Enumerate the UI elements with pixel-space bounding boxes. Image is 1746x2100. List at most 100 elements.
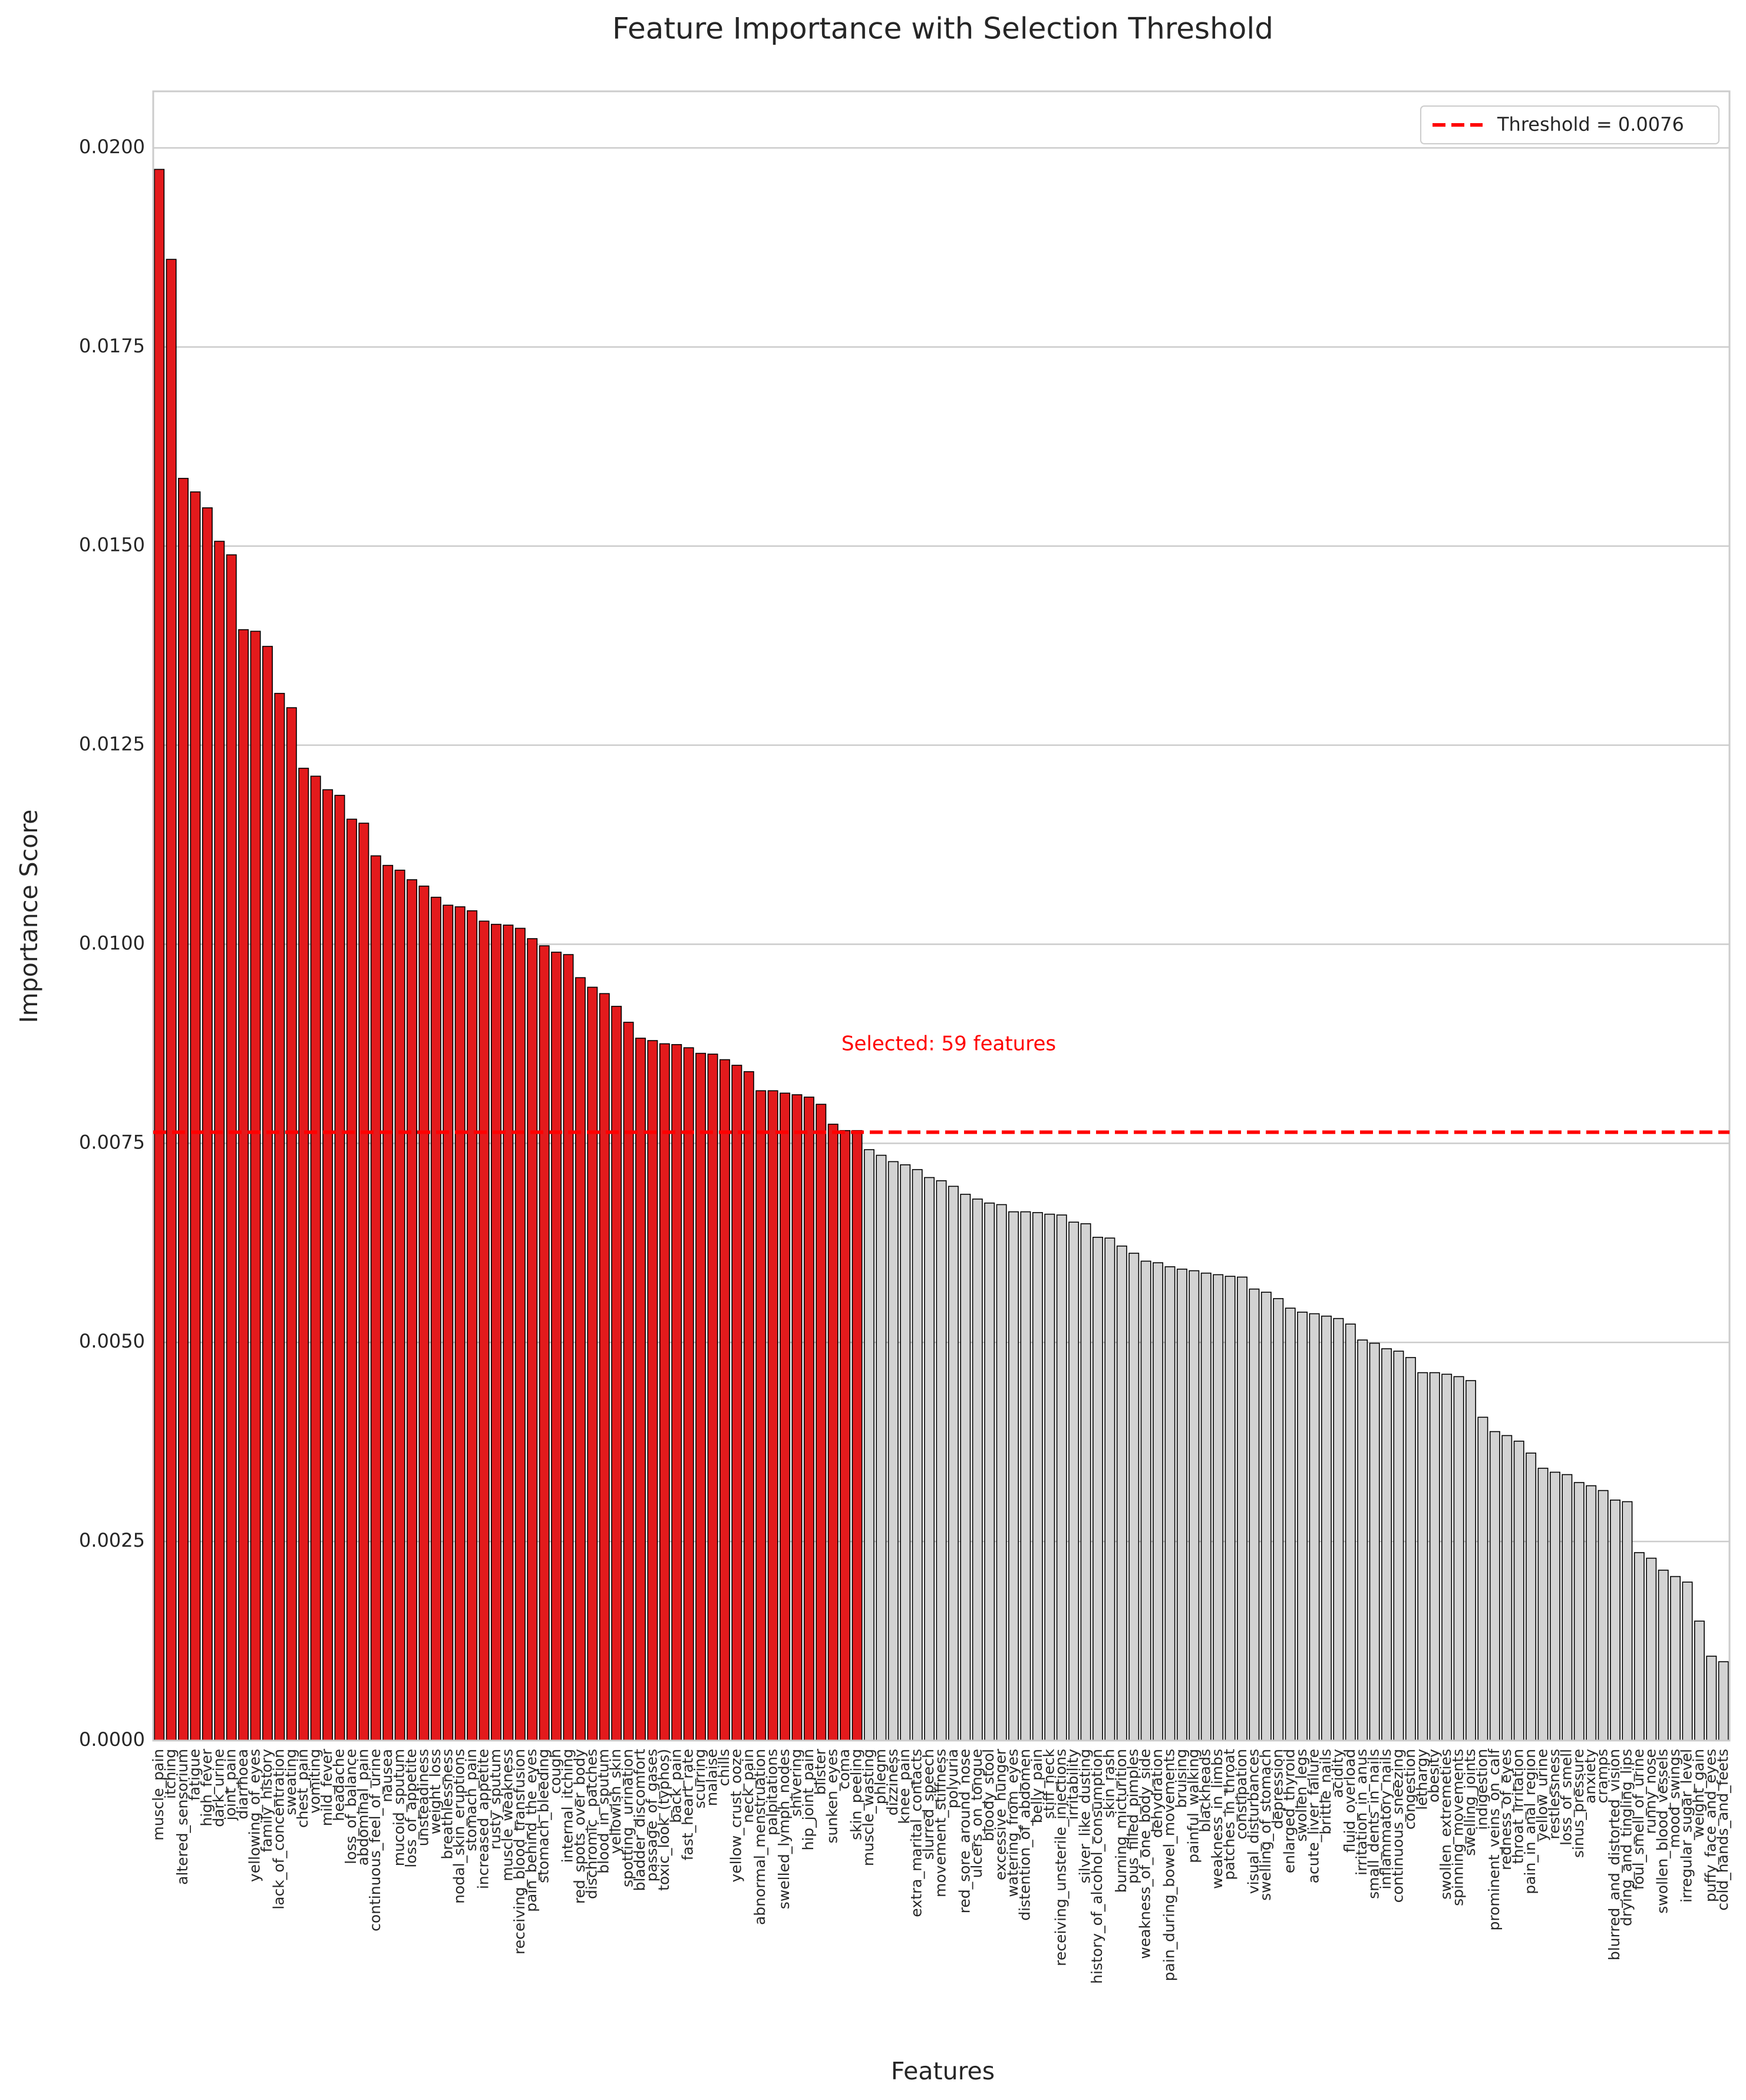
bar xyxy=(972,1198,983,1741)
x-tick-label: silver_like_dusting xyxy=(1077,1749,1094,1883)
x-tick-label: muscle_pain xyxy=(150,1749,167,1841)
x-tick-label: spotting_ urination xyxy=(619,1749,636,1887)
x-tick-label: cough xyxy=(547,1749,564,1794)
bar xyxy=(960,1194,971,1741)
bar xyxy=(443,904,454,1741)
x-tick-label: depression xyxy=(1269,1749,1286,1829)
bar xyxy=(407,879,417,1741)
bar xyxy=(1381,1348,1392,1741)
x-tick-label: red_sore_around_nose xyxy=(956,1749,973,1913)
x-tick-label: foul_smell_of_urine xyxy=(1630,1749,1647,1890)
bar xyxy=(214,540,225,1741)
x-tick-label: irritability xyxy=(1064,1749,1081,1820)
bar xyxy=(695,1052,707,1741)
x-tick-label: red_spots_over_body xyxy=(571,1749,588,1904)
x-tick-label: lack_of_concentration xyxy=(270,1749,287,1910)
bar xyxy=(1260,1292,1272,1741)
bar xyxy=(551,952,562,1741)
bar xyxy=(358,823,369,1741)
x-tick-label: diarrhoea xyxy=(234,1749,251,1820)
bar xyxy=(803,1097,814,1741)
bar xyxy=(611,1006,622,1741)
chart-title: Feature Importance with Selection Thresh… xyxy=(612,12,1273,46)
bar xyxy=(1104,1237,1115,1741)
x-tick-label: irregular_sugar_level xyxy=(1678,1749,1695,1903)
bar xyxy=(1586,1485,1597,1741)
x-tick-label: blister xyxy=(811,1748,829,1795)
bar xyxy=(1345,1323,1356,1741)
x-tick-label: redness_of_eyes xyxy=(1497,1749,1514,1870)
x-tick-label: rusty_sputum xyxy=(487,1749,504,1850)
x-tick-label: lethargy xyxy=(1413,1749,1430,1810)
x-tick-label: chest_pain xyxy=(294,1749,311,1828)
bar xyxy=(1176,1269,1187,1741)
x-tick-label: blackheads xyxy=(1197,1749,1214,1832)
bar xyxy=(647,1040,658,1741)
bar xyxy=(1393,1351,1404,1741)
x-tick-label: anxiety xyxy=(1582,1749,1599,1804)
x-tick-label: weakness_in_limbs xyxy=(1209,1749,1226,1889)
x-tick-label: abdominal_pain xyxy=(354,1749,371,1865)
x-tick-label: increased_appetite xyxy=(475,1749,492,1889)
x-tick-label: bruising xyxy=(1173,1749,1190,1808)
x-tick-label: weakness_of_one_body_side xyxy=(1137,1749,1154,1959)
x-tick-label: swollen_extremeties xyxy=(1437,1749,1454,1900)
x-tick-label: itching xyxy=(162,1749,179,1799)
x-tick-label: internal_itching xyxy=(559,1749,576,1863)
bar xyxy=(1237,1276,1247,1741)
bar xyxy=(683,1047,694,1741)
bar xyxy=(394,869,405,1741)
bar xyxy=(851,1130,863,1741)
x-tick-label: restlessness xyxy=(1546,1749,1563,1840)
x-tick-label: swelling_of_stomach xyxy=(1257,1749,1274,1901)
bar xyxy=(900,1164,911,1741)
x-tick-label: visual_disturbances xyxy=(1245,1749,1262,1894)
x-tick-label: coma xyxy=(836,1749,853,1789)
x-tick-label: hip_joint_pain xyxy=(800,1749,817,1850)
plot-frame xyxy=(152,90,1731,1742)
bar xyxy=(370,855,381,1741)
bar xyxy=(418,886,430,1741)
x-tick-label: scurring xyxy=(691,1749,708,1808)
bar xyxy=(1200,1272,1212,1741)
bar xyxy=(1453,1376,1464,1741)
bar xyxy=(1032,1212,1043,1741)
x-tick-label: swelled_lymph_nodes xyxy=(775,1749,793,1909)
x-tick-label: runny_nose xyxy=(1642,1749,1659,1834)
x-tick-label: dark_urine xyxy=(210,1749,227,1827)
x-tick-label: obesity xyxy=(1425,1749,1443,1802)
x-tick-label: family_history xyxy=(258,1749,275,1853)
x-tick-label: drying_and_tingling_lips xyxy=(1618,1749,1635,1926)
x-tick-label: mucoid_sputum xyxy=(391,1749,408,1866)
bar xyxy=(767,1090,778,1741)
x-tick-label: continuous_sneezing xyxy=(1389,1749,1406,1903)
bar xyxy=(1429,1372,1440,1741)
x-tick-label: breathlessness xyxy=(438,1749,456,1860)
bar xyxy=(1549,1471,1560,1741)
x-tick-label: irritation_in_anus xyxy=(1353,1749,1370,1876)
bar xyxy=(310,775,321,1741)
bar xyxy=(780,1092,791,1741)
x-tick-label: passage_of_gases xyxy=(643,1749,660,1882)
bar xyxy=(1441,1373,1453,1741)
y-tick-label: 0.0100 xyxy=(79,932,145,954)
bar xyxy=(1646,1557,1657,1741)
bar xyxy=(250,630,261,1741)
x-tick-label: pus_filled_pimples xyxy=(1124,1749,1141,1884)
bar xyxy=(791,1094,803,1741)
bar xyxy=(430,896,441,1741)
x-tick-label: knee_pain xyxy=(896,1749,913,1824)
bar xyxy=(514,927,526,1741)
bar xyxy=(1092,1237,1103,1741)
x-tick-label: skin_peeling xyxy=(848,1749,865,1840)
x-tick-label: throat_irritation xyxy=(1510,1749,1527,1864)
bar xyxy=(575,977,586,1741)
x-tick-label: blurred_and_distorted_vision xyxy=(1606,1749,1623,1960)
x-tick-label: extra_marital_contacts xyxy=(908,1749,925,1917)
bar xyxy=(719,1059,730,1741)
bar xyxy=(755,1090,767,1741)
bar xyxy=(262,646,273,1741)
bar xyxy=(166,259,177,1741)
bar xyxy=(1164,1266,1176,1741)
x-tick-label: dizziness xyxy=(884,1749,901,1815)
